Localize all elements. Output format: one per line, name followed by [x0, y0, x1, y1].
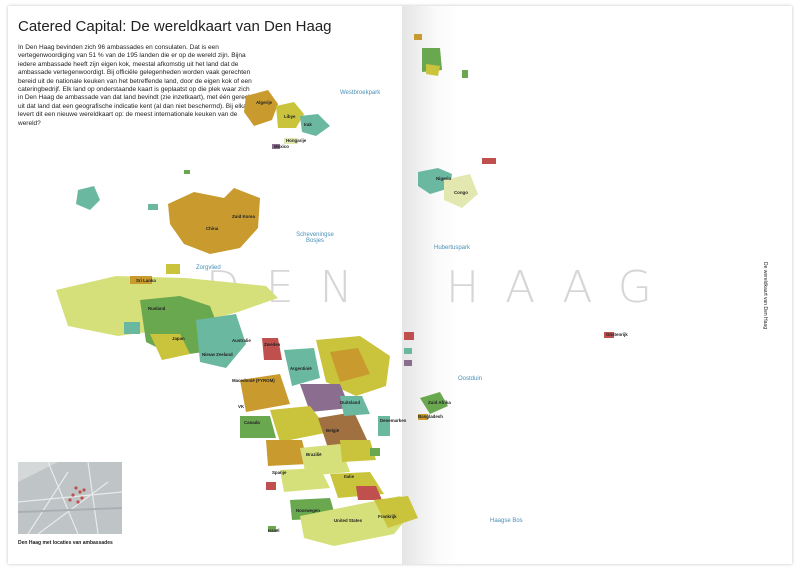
country-shape — [270, 406, 330, 442]
country-label-macedonie: Macedonië (FYROM) — [232, 378, 275, 383]
country-shape — [168, 188, 260, 254]
country-label-spanje: Spanje — [272, 470, 287, 475]
country-label-frankrijk: Frankrijk — [378, 514, 397, 519]
district-hubertuspark: Hubertuspark — [434, 245, 471, 251]
country-label-italie: Italie — [344, 474, 355, 479]
country-label-irak: Irak — [304, 122, 312, 127]
page-gutter-shadow — [402, 6, 460, 564]
country-shape — [356, 486, 382, 500]
country-shape — [378, 416, 390, 436]
country-shape — [300, 114, 330, 136]
country-shape — [148, 204, 158, 210]
watermark-haag: HAAG — [446, 262, 678, 313]
country-shape — [276, 102, 304, 128]
country-label-zuid-korea: Zuid Korea — [232, 214, 255, 219]
inset-map — [18, 462, 122, 534]
country-label-sri-lanka: Sri Lanka — [136, 278, 156, 283]
country-shape — [340, 440, 376, 462]
country-shape — [370, 448, 380, 456]
country-label-canada: Canada — [244, 420, 260, 425]
country-shape — [150, 334, 190, 360]
country-shape — [284, 138, 298, 144]
country-label-zuid-afrika: Zuid Afrika — [428, 400, 451, 405]
country-label-vk: VK — [238, 404, 245, 409]
country-label-israel: Israël — [268, 528, 280, 533]
country-label-denemarken: Denemarken — [380, 418, 407, 423]
country-label-nieuw-zeeland: Nieuw Zeeland — [202, 352, 233, 357]
country-shape — [130, 276, 152, 284]
district-westbroekpark: Westbroekpark — [340, 90, 381, 96]
country-shape — [404, 348, 412, 354]
country-shape — [318, 412, 368, 448]
country-shape — [240, 374, 290, 412]
country-label-japan: Japan — [172, 336, 185, 341]
country-shape — [414, 34, 422, 40]
country-label-congo: Congo — [454, 190, 468, 195]
country-shape — [166, 264, 180, 274]
country-shape — [244, 90, 278, 126]
inset-map-graphic — [18, 462, 122, 534]
country-shape — [272, 144, 280, 149]
district-zorgvlied: Zorgvlied — [196, 265, 221, 271]
country-shape — [124, 322, 140, 334]
country-shape — [76, 186, 100, 210]
country-shape — [374, 496, 418, 528]
country-shape — [262, 338, 282, 360]
district-haagse-bos: Haagse Bos — [490, 518, 523, 524]
country-shape — [604, 332, 614, 338]
country-shape — [300, 444, 350, 476]
country-shape — [418, 414, 428, 420]
country-label-belgie: België — [326, 428, 340, 433]
country-shape — [300, 384, 350, 412]
country-shape — [404, 332, 414, 340]
country-shape — [268, 526, 276, 532]
country-shape — [330, 348, 370, 382]
country-shape — [462, 70, 468, 78]
country-shape — [280, 468, 330, 492]
country-shape — [404, 360, 412, 366]
country-shape — [482, 158, 496, 164]
country-shape — [266, 440, 308, 466]
country-shape — [340, 396, 370, 416]
country-label-hongarije: Hongarije — [286, 138, 307, 143]
country-label-nigeria: Nigeria — [436, 176, 451, 181]
country-label-argentinie: Argentinië — [290, 366, 312, 371]
country-shape — [418, 168, 452, 194]
intro-paragraph: In Den Haag bevinden zich 96 ambassades … — [18, 44, 254, 127]
country-label-algerije: Algerije — [256, 100, 273, 105]
country-label-zweden: Zweden — [264, 342, 281, 347]
inset-map-caption: Den Haag met locaties van ambassades — [18, 540, 113, 546]
page-title: Catered Capital: De wereldkaart van Den … — [18, 18, 332, 35]
country-label-china: China — [206, 226, 219, 231]
country-label-united-states: United States — [334, 518, 363, 523]
country-shape — [444, 174, 478, 208]
country-label-mexico: Mexico — [274, 144, 289, 149]
country-label-duitsland: Duitsland — [340, 400, 361, 405]
district-oostduin: Oostduin — [458, 376, 483, 382]
country-label-brazilie: Brazilië — [306, 452, 322, 457]
country-label-oostenrijk: Oostenrijk — [606, 332, 628, 337]
country-shape — [420, 392, 448, 414]
country-shape — [266, 482, 276, 490]
country-shape — [240, 416, 276, 438]
country-label-bangladesh: Bangladesh — [418, 414, 443, 419]
country-label-libye: Libye — [284, 114, 296, 119]
country-shape — [284, 348, 320, 386]
country-shape — [426, 64, 440, 76]
country-label-noorwegen: Noorwegen — [296, 508, 320, 513]
district-scheveningse-bosjes: Scheveningse Bosjes — [296, 232, 334, 244]
country-shape — [184, 170, 190, 174]
country-shape — [196, 314, 246, 368]
country-label-australie: Australie — [232, 338, 251, 343]
country-label-rusland: Rusland — [148, 306, 166, 311]
